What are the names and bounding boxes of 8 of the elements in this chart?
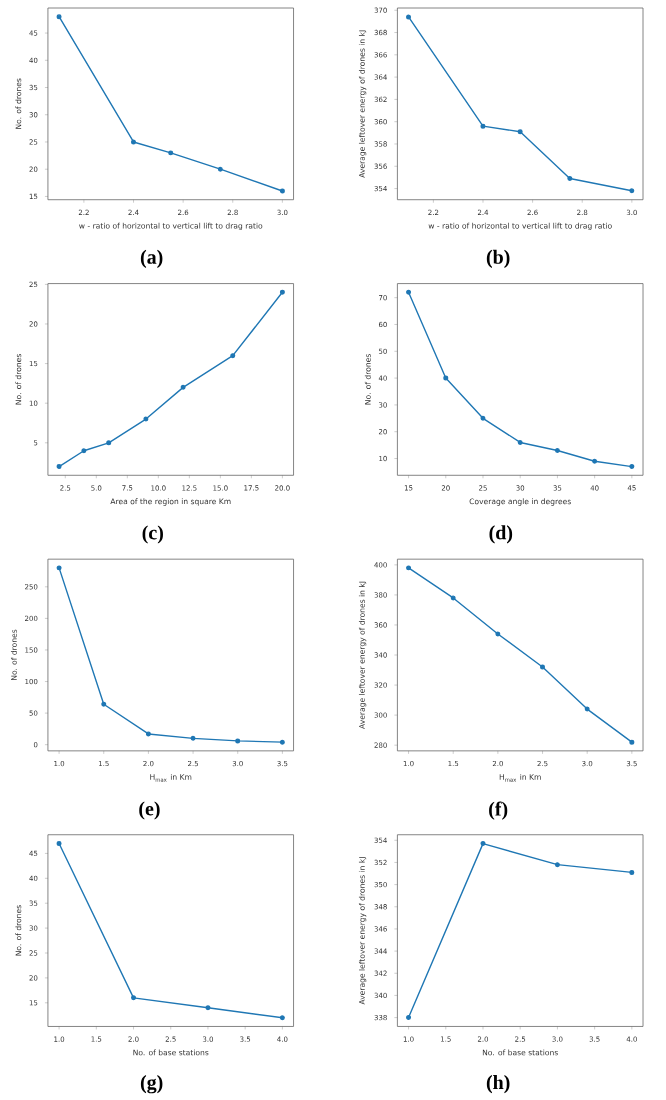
text: (d) (489, 525, 512, 544)
text: (a) (140, 249, 162, 268)
text: (b) (486, 249, 510, 268)
text: (g) (140, 1075, 162, 1094)
text: (h) (486, 1075, 510, 1094)
text: (e) (138, 801, 160, 820)
text: (c) (142, 525, 163, 544)
text: (f) (488, 801, 507, 820)
